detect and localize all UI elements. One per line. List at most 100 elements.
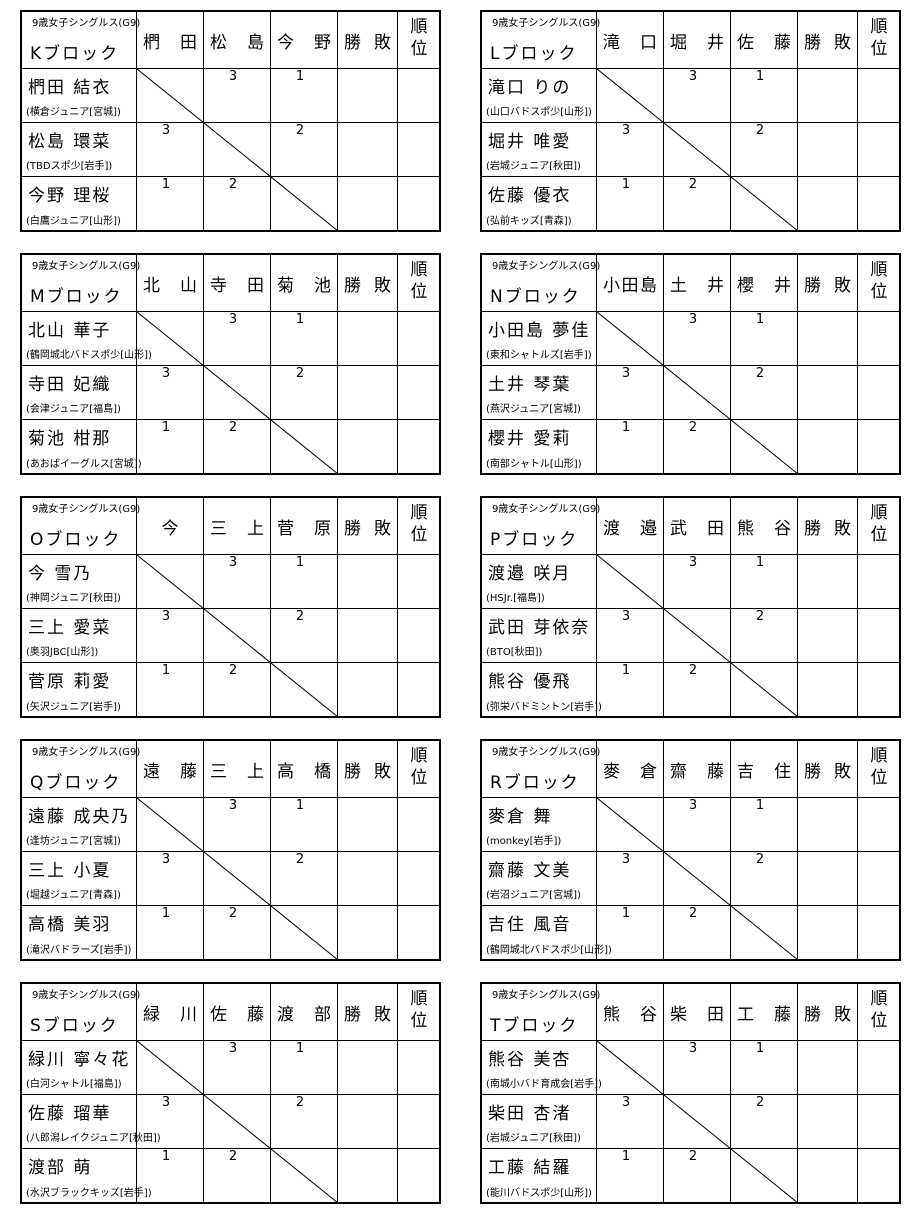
diagonal — [597, 1041, 798, 1203]
result-cell — [798, 852, 858, 906]
player-cell: 菊池 柑那 (あおばイーグルス[宮城]) — [22, 420, 142, 474]
result-header: 勝敗 — [338, 984, 398, 1041]
player-club: (逢坊ジュニア[宮城]) — [26, 836, 121, 847]
player-name: 柴田 杏渚 — [488, 1104, 572, 1124]
match-cell: 2 — [204, 177, 271, 231]
match-cell — [271, 906, 338, 960]
player-cell: 麥倉 舞 (monkey[岩手]) — [482, 798, 597, 852]
match-cell — [204, 366, 271, 420]
match-cell: 3 — [664, 69, 731, 123]
player-club: (鶴岡城北バドスポ少[山形]) — [26, 350, 152, 361]
match-order: 1 — [295, 312, 305, 327]
opponent-header: 三上 — [204, 498, 271, 555]
rank-cell — [398, 906, 440, 960]
match-cell — [664, 1095, 731, 1149]
match-cell — [731, 420, 798, 474]
match-cell: 1 — [137, 906, 204, 960]
opponent-header: 今野 — [271, 12, 338, 69]
block-table: 9歳女子シングルス(G9) Kブロック 椚田 松島 今野 勝敗 順位 椚田 結衣 (横倉ジュニア… — [20, 10, 441, 232]
result-label: 勝敗 — [804, 1005, 851, 1025]
block-name: Nブロック — [490, 287, 581, 307]
block-table: 9歳女子シングルス(G9) Mブロック 北山 寺田 菊池 勝敗 順位 北山 華子 (鶴岡城北バド… — [20, 253, 441, 475]
match-order: 2 — [228, 906, 238, 921]
opponent-name: 麥倉 — [603, 762, 657, 782]
result-header: 勝敗 — [338, 741, 398, 798]
opponent-header: 小田島 — [597, 255, 664, 312]
block-name: Qブロック — [30, 773, 122, 793]
diagonal-line — [597, 1041, 798, 1203]
player-cell: 三上 小夏 (堀越ジュニア[青森]) — [22, 852, 137, 906]
rank-cell — [398, 420, 440, 474]
player-cell: 小田島 夢佳 (東和シャトルズ[岩手]) — [482, 312, 597, 366]
match-order: 2 — [755, 852, 765, 867]
player-cell: 土井 琴葉 (燕沢ジュニア[宮城]) — [482, 366, 597, 420]
result-cell — [798, 177, 858, 231]
rank-cell — [858, 1149, 900, 1203]
match-cell: 1 — [731, 798, 798, 852]
result-cell — [338, 906, 398, 960]
block-table: 9歳女子シングルス(G9) Rブロック 麥倉 齋藤 吉住 勝敗 順位 麥倉 舞 (monkey[… — [480, 739, 901, 961]
player-cell: 渡部 萌 (水沢ブラックキッズ[岩手]) — [22, 1149, 152, 1203]
rank-header: 順位 — [858, 12, 900, 69]
result-cell — [338, 1095, 398, 1149]
player-cell: 熊谷 美杏 (南城小バド育成会[岩手]) — [482, 1041, 602, 1095]
player-cell: 工藤 結羅 (能川バドスポ少[山形]) — [482, 1149, 597, 1203]
result-label: 勝敗 — [344, 276, 391, 296]
diagonal — [597, 798, 798, 960]
match-order: 3 — [228, 312, 238, 327]
player-cell: 佐藤 優衣 (弘前キッズ[青森]) — [482, 177, 597, 231]
match-order: 3 — [161, 123, 171, 138]
diagonal — [137, 312, 338, 474]
diagonal — [137, 798, 338, 960]
player-club: (水沢ブラックキッズ[岩手]) — [26, 1188, 152, 1199]
match-cell: 1 — [271, 798, 338, 852]
opponent-header: 緑川 — [137, 984, 204, 1041]
match-order: 3 — [228, 798, 238, 813]
match-cell: 3 — [137, 852, 204, 906]
player-club: (東和シャトルズ[岩手]) — [486, 350, 592, 361]
rank-cell — [398, 366, 440, 420]
rank-cell — [858, 798, 900, 852]
result-cell — [338, 1149, 398, 1203]
player-name: 松島 環菜 — [28, 132, 112, 152]
category: 9歳女子シングルス(G9) — [492, 504, 601, 515]
match-cell: 1 — [137, 1149, 204, 1203]
player-club: (弘前キッズ[青森]) — [486, 216, 572, 227]
match-cell: 2 — [731, 366, 798, 420]
player-name: 土井 琴葉 — [488, 375, 572, 395]
player-cell: 武田 芽依奈 (BTO[秋田]) — [482, 609, 597, 663]
player-name: 遠藤 成央乃 — [28, 807, 131, 827]
player-club: (奥羽JBC[山形]) — [26, 647, 99, 658]
match-cell: 3 — [664, 1041, 731, 1095]
player-cell: 今野 理桜 (白鷹ジュニア[山形]) — [22, 177, 137, 231]
match-order: 3 — [688, 1041, 698, 1056]
result-label: 勝敗 — [344, 1005, 391, 1025]
block-table: 9歳女子シングルス(G9) Lブロック 滝口 堀井 佐藤 勝敗 順位 滝口 りの (山口バドスポ… — [480, 10, 901, 232]
player-name: 熊谷 優飛 — [488, 672, 572, 692]
match-cell: 3 — [664, 312, 731, 366]
opponent-header: 椚田 — [137, 12, 204, 69]
match-cell: 3 — [204, 1041, 271, 1095]
player-name: 吉住 風音 — [488, 915, 572, 935]
match-cell — [137, 555, 204, 609]
diagonal-line — [597, 312, 798, 474]
category: 9歳女子シングルス(G9) — [32, 18, 141, 29]
match-order: 1 — [621, 420, 631, 435]
result-cell — [338, 177, 398, 231]
player-cell: 緑川 寧々花 (白河シャトル[福島]) — [22, 1041, 137, 1095]
player-club: (HSJr.[福島]) — [486, 593, 545, 604]
player-name: 武田 芽依奈 — [488, 618, 591, 638]
result-label: 勝敗 — [804, 519, 851, 539]
block-name: Tブロック — [490, 1016, 579, 1036]
player-club: (横倉ジュニア[宮城]) — [26, 107, 121, 118]
result-cell — [338, 663, 398, 717]
rank-label: 順位 — [870, 746, 888, 788]
match-cell: 3 — [137, 123, 204, 177]
rank-cell — [398, 69, 440, 123]
rank-cell — [858, 609, 900, 663]
player-club: (能川バドスポ少[山形]) — [486, 1188, 592, 1199]
match-order: 3 — [161, 609, 171, 624]
opponent-name: 熊谷 — [737, 519, 791, 539]
player-name: 佐藤 瑠華 — [28, 1104, 112, 1124]
player-cell: 渡邉 咲月 (HSJr.[福島]) — [482, 555, 597, 609]
